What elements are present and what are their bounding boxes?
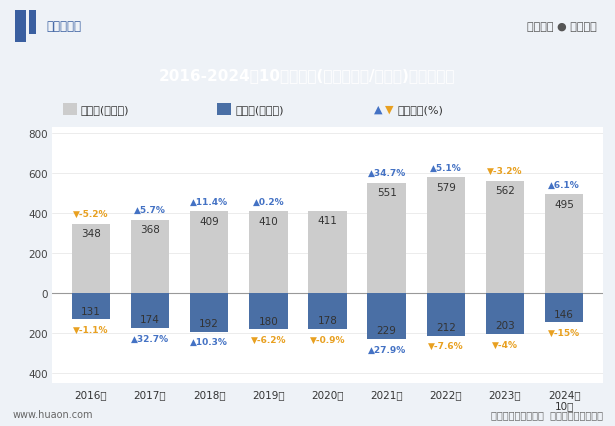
- Text: 178: 178: [317, 316, 338, 325]
- Text: 出口额(亿美元): 出口额(亿美元): [81, 105, 129, 115]
- Text: 495: 495: [554, 199, 574, 209]
- Bar: [15, 11, 26, 43]
- Bar: [249, 212, 288, 294]
- Bar: [545, 195, 584, 294]
- Text: ▲6.1%: ▲6.1%: [549, 180, 580, 189]
- Bar: [308, 211, 347, 294]
- Text: ▼-3.2%: ▼-3.2%: [487, 167, 523, 176]
- Text: 410: 410: [258, 216, 278, 226]
- Text: ▼: ▼: [385, 105, 394, 115]
- Bar: [249, 294, 288, 329]
- Bar: [427, 178, 465, 294]
- Bar: [427, 294, 465, 336]
- Text: 华经情报网: 华经情报网: [46, 20, 81, 33]
- Text: ▼-0.9%: ▼-0.9%: [310, 335, 345, 344]
- Text: ▲10.3%: ▲10.3%: [190, 337, 228, 346]
- Text: 212: 212: [436, 322, 456, 332]
- Text: 131: 131: [81, 306, 101, 316]
- Text: 203: 203: [495, 320, 515, 331]
- Text: ▼-4%: ▼-4%: [492, 340, 518, 348]
- Bar: [131, 220, 169, 294]
- Text: ▼-15%: ▼-15%: [548, 328, 581, 337]
- Text: www.huaon.com: www.huaon.com: [12, 409, 93, 419]
- Text: 同比增长(%): 同比增长(%): [398, 105, 444, 115]
- Text: ▼-1.1%: ▼-1.1%: [73, 325, 108, 334]
- Text: ▲32.7%: ▲32.7%: [131, 334, 169, 343]
- Text: ▲34.7%: ▲34.7%: [368, 169, 406, 178]
- Bar: [367, 294, 406, 339]
- Bar: [71, 294, 110, 320]
- Text: ▼-7.6%: ▼-7.6%: [428, 342, 464, 351]
- Bar: [131, 294, 169, 328]
- Text: ▲: ▲: [375, 105, 383, 115]
- Text: 180: 180: [258, 316, 278, 326]
- Text: 409: 409: [199, 216, 219, 226]
- Text: 192: 192: [199, 318, 219, 328]
- Bar: [29, 11, 36, 35]
- Text: ▲0.2%: ▲0.2%: [253, 197, 284, 206]
- Text: ▲27.9%: ▲27.9%: [368, 345, 406, 354]
- Bar: [63, 104, 77, 115]
- Bar: [308, 294, 347, 329]
- Text: 229: 229: [377, 326, 397, 336]
- Bar: [545, 294, 584, 323]
- Text: ▲5.1%: ▲5.1%: [430, 163, 462, 173]
- Text: 进口额(亿美元): 进口额(亿美元): [235, 105, 284, 115]
- Text: 562: 562: [495, 186, 515, 196]
- Text: 数据来源：中国海关  华经产业研究院整理: 数据来源：中国海关 华经产业研究院整理: [491, 409, 603, 419]
- Text: 174: 174: [140, 315, 160, 325]
- Bar: [218, 104, 231, 115]
- Text: ▼-5.2%: ▼-5.2%: [73, 210, 108, 219]
- Text: 专业严谨 ● 客观科学: 专业严谨 ● 客观科学: [527, 22, 597, 32]
- Bar: [71, 224, 110, 294]
- Bar: [486, 294, 524, 334]
- Text: 579: 579: [436, 182, 456, 192]
- Text: 551: 551: [377, 188, 397, 198]
- Text: 411: 411: [317, 216, 338, 226]
- Bar: [190, 294, 228, 332]
- Text: ▲5.7%: ▲5.7%: [134, 205, 166, 214]
- Bar: [190, 212, 228, 294]
- Bar: [367, 184, 406, 294]
- Text: 146: 146: [554, 309, 574, 319]
- Text: 368: 368: [140, 225, 160, 234]
- Bar: [486, 181, 524, 294]
- Text: ▼-6.2%: ▼-6.2%: [250, 335, 286, 344]
- Text: ▲11.4%: ▲11.4%: [190, 197, 228, 206]
- Text: 2016-2024年10月杭州市(境内目的地/货源地)进、出口额: 2016-2024年10月杭州市(境内目的地/货源地)进、出口额: [159, 68, 456, 83]
- Text: 348: 348: [81, 228, 101, 239]
